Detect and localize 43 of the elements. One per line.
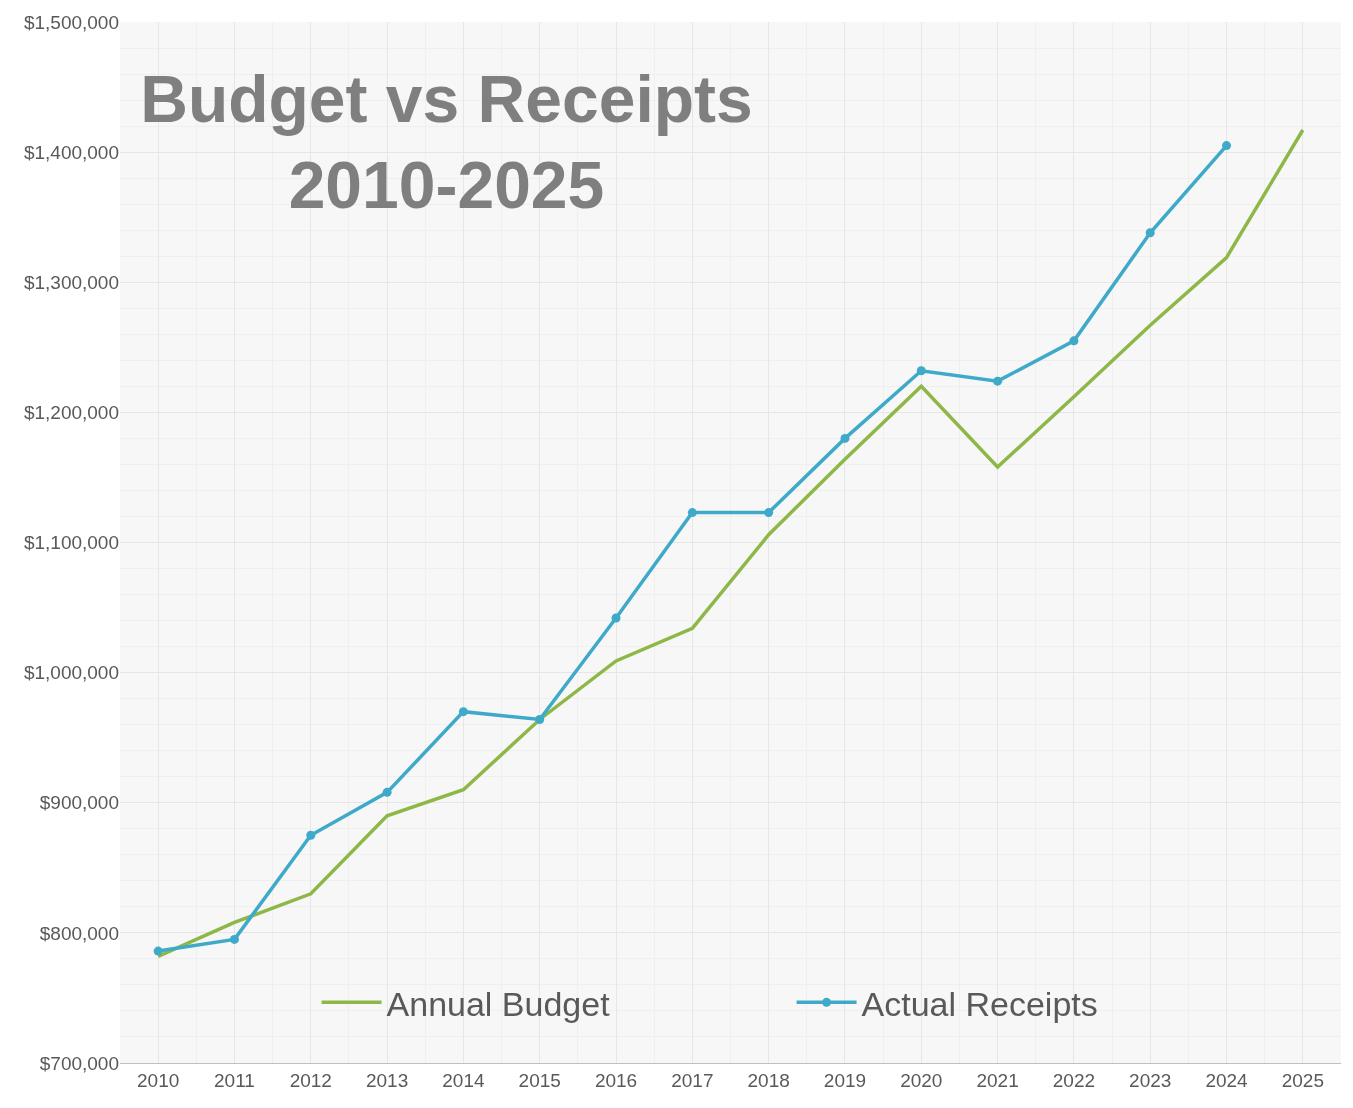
point <box>229 934 239 944</box>
x-tick-label: 2022 <box>1052 1069 1096 1091</box>
y-tick-label: $1,200,000 <box>23 402 119 424</box>
x-tick-label: 2010 <box>137 1069 180 1091</box>
point <box>535 714 545 724</box>
legend-label: Annual Budget <box>386 984 611 1023</box>
text: Budget vs Receipts 2010-2025 <box>140 61 753 222</box>
y-tick-label: $900,000 <box>39 792 119 814</box>
x-tick-label: 2017 <box>671 1069 714 1091</box>
point <box>840 433 850 443</box>
y-tick-label: $1,300,000 <box>23 271 119 293</box>
legend-label: Actual Receipts <box>861 984 1098 1023</box>
x-tick-label: 2012 <box>289 1069 332 1091</box>
x-tick-label: 2013 <box>365 1069 409 1091</box>
x-tick-label: 2025 <box>1281 1069 1324 1091</box>
point <box>1069 336 1079 346</box>
y-tick-label: $1,500,000 <box>23 11 119 33</box>
point <box>611 613 621 623</box>
x-tick-label: 2015 <box>518 1069 561 1091</box>
point <box>306 830 316 840</box>
x-tick-label: 2023 <box>1129 1069 1172 1091</box>
point <box>916 366 926 376</box>
x-tick-label: 2014 <box>442 1069 485 1091</box>
x-tick-label: 2019 <box>823 1069 867 1091</box>
point <box>993 376 1003 386</box>
point <box>153 946 163 956</box>
y-tick-label: $800,000 <box>39 922 119 944</box>
point <box>1145 228 1155 238</box>
x-tick-label: 2021 <box>976 1069 1019 1091</box>
y-tick-label: $1,400,000 <box>23 141 119 163</box>
point <box>764 508 774 518</box>
x-tick-label: 2024 <box>1205 1069 1249 1091</box>
y-tick-label: $1,100,000 <box>23 532 119 554</box>
x-tick-label: 2020 <box>900 1069 943 1091</box>
point <box>382 787 392 797</box>
point <box>687 508 697 518</box>
x-tick-label: 2016 <box>594 1069 638 1091</box>
x-tick-label: 2018 <box>747 1069 790 1091</box>
point <box>1222 141 1232 151</box>
y-tick-label: $700,000 <box>39 1052 119 1074</box>
point <box>458 707 468 717</box>
y-tick-label: $1,000,000 <box>23 662 119 684</box>
x-tick-label: 2011 <box>214 1069 255 1091</box>
